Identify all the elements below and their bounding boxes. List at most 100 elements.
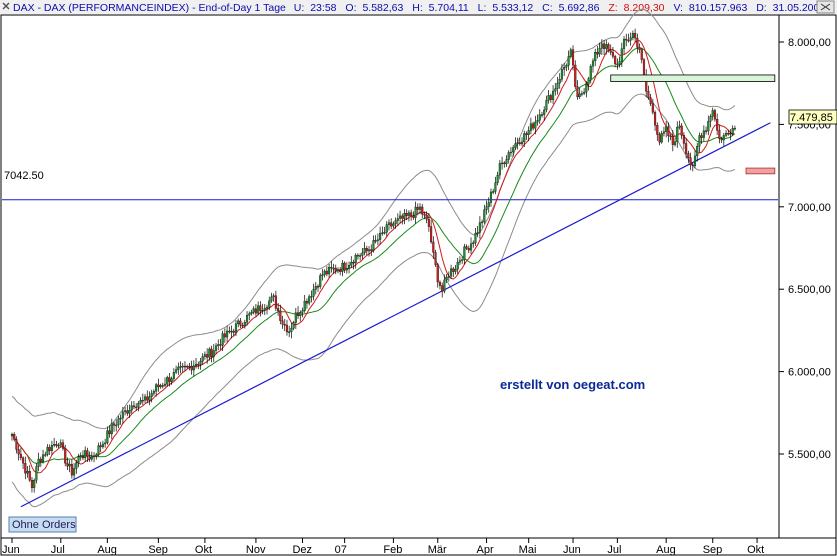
header-h-value: 5.704,11 <box>429 2 469 14</box>
candle-body <box>545 100 548 111</box>
candle-body <box>394 220 397 225</box>
candle-body <box>387 222 391 225</box>
bollinger-bands <box>11 8 736 508</box>
candle-body <box>463 246 466 260</box>
candle-body <box>454 268 457 272</box>
candle-body <box>489 191 493 203</box>
candle-body <box>57 445 60 447</box>
hline-label: 7042.50 <box>4 170 44 182</box>
candle-body <box>132 405 136 408</box>
candle-body <box>642 59 646 75</box>
candle-body <box>163 383 167 386</box>
candle-body <box>332 267 335 270</box>
candle-body <box>492 191 495 193</box>
candle-body <box>86 450 89 457</box>
candle-body <box>143 396 147 401</box>
candle-body <box>299 312 302 317</box>
candle-body <box>520 141 524 145</box>
candle-body <box>434 252 437 265</box>
candle-body <box>294 312 297 323</box>
candle-body <box>33 480 36 488</box>
plot-area <box>0 14 780 539</box>
candle-body <box>152 391 155 394</box>
candle-body <box>547 95 550 101</box>
candle-body <box>117 418 120 426</box>
candle-body <box>141 399 144 402</box>
candle-body <box>656 125 659 135</box>
candle-body <box>540 114 544 116</box>
candle-body <box>137 402 140 408</box>
candle-body <box>412 215 415 218</box>
candle-body <box>580 93 583 95</box>
candle-body <box>536 119 539 123</box>
candle-body <box>221 333 224 346</box>
candle-body <box>696 146 699 157</box>
candle-body <box>724 133 728 136</box>
candle-body <box>214 345 218 351</box>
candle-body <box>367 249 371 252</box>
x-tick-label: Mai <box>519 544 537 556</box>
candle-body <box>469 243 473 251</box>
candle-body <box>605 44 608 49</box>
candle-body <box>274 295 277 309</box>
candle-body <box>77 456 80 463</box>
header-o-label: O: <box>345 2 356 14</box>
candle-body <box>48 447 51 451</box>
candle-body <box>618 61 621 65</box>
header-v-label: V: <box>673 2 683 14</box>
candle-body <box>155 384 158 392</box>
candle-body <box>166 377 169 385</box>
header-h-label: H: <box>412 2 423 14</box>
window-button[interactable] <box>816 0 835 14</box>
candle-body <box>700 135 703 138</box>
candle-body <box>199 360 202 365</box>
candle-body <box>430 226 433 243</box>
candle-body <box>308 296 311 304</box>
candle-body <box>81 456 85 459</box>
candle-body <box>567 56 570 66</box>
candle-body <box>303 301 306 311</box>
candle-body <box>494 182 497 192</box>
candle-body <box>638 47 641 50</box>
candle-body <box>288 331 291 333</box>
candle-body <box>474 233 477 244</box>
header-u-value: 23:58 <box>310 2 336 14</box>
candle-body <box>66 462 69 467</box>
candle-body <box>170 378 173 382</box>
header-d-label: D: <box>756 2 767 14</box>
orders-button[interactable]: Ohne Orders <box>8 516 77 533</box>
candle-body <box>585 84 588 93</box>
candle-body <box>447 275 450 278</box>
candle-body <box>509 151 512 154</box>
candle-body <box>50 445 53 451</box>
candle-body <box>30 479 34 488</box>
price-marker: 7.479,85 <box>788 109 837 125</box>
watermark-text: erstellt von oegeat.com <box>500 377 645 392</box>
candle-body <box>279 310 282 321</box>
candle-body <box>104 442 107 445</box>
header-l-value: 5.533,12 <box>492 2 533 14</box>
candle-body <box>348 265 351 269</box>
candle-body <box>654 112 657 126</box>
candle-body <box>625 38 628 41</box>
candle-body <box>583 92 586 94</box>
candle-body <box>192 365 195 371</box>
candle-body <box>436 264 439 283</box>
candle-body <box>711 110 714 117</box>
candle-body <box>130 405 133 411</box>
candle-body <box>359 255 362 257</box>
candle-body <box>188 365 191 368</box>
candle-body <box>374 240 377 242</box>
candle-body <box>693 155 697 166</box>
x-tick-label: Aug <box>656 544 676 556</box>
candle-body <box>37 458 40 467</box>
candle-body <box>414 206 417 218</box>
candle-body <box>487 202 490 207</box>
candle-body <box>208 348 211 358</box>
candle-body <box>297 312 300 317</box>
candle-body <box>498 163 501 176</box>
candle-body <box>263 308 266 311</box>
candle-body <box>305 301 308 304</box>
candle-body <box>59 442 62 446</box>
candle-body <box>39 458 42 463</box>
